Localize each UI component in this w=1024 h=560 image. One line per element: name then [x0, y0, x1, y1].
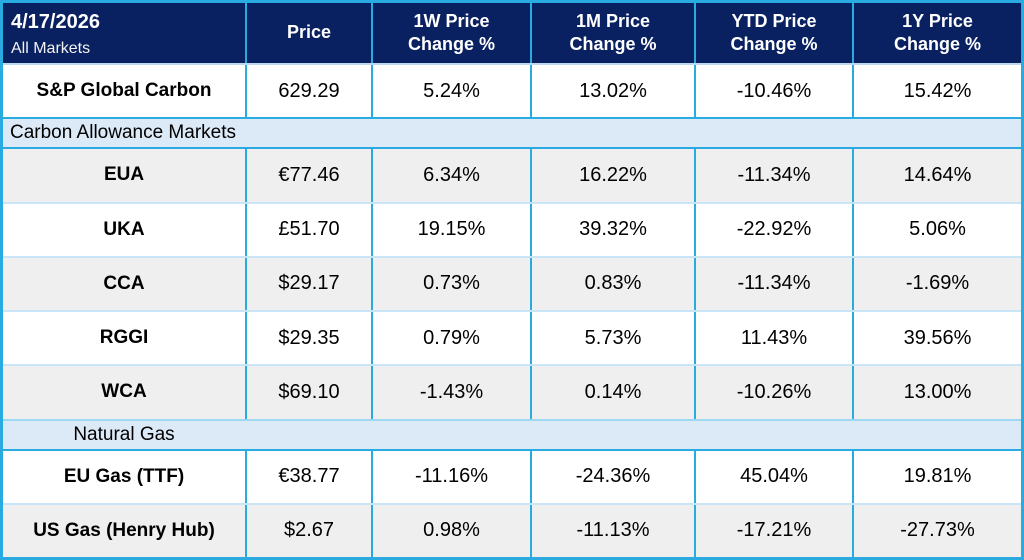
column-header-1y: 1Y Price Change %: [852, 3, 1021, 63]
change-ytd: -17.21%: [694, 504, 852, 557]
change-ytd: -10.26%: [694, 366, 852, 419]
change-1m: -11.13%: [530, 504, 694, 557]
change-ytd: 45.04%: [694, 450, 852, 503]
market-label: US Gas (Henry Hub): [33, 519, 215, 541]
table-row: EU Gas (TTF) €38.77 -11.16% -24.36% 45.0…: [3, 450, 1021, 505]
change-1y: 39.56%: [852, 312, 1021, 365]
change-1m: 39.32%: [530, 203, 694, 256]
price-value: $29.17: [245, 257, 371, 310]
change-1w: 0.73%: [371, 257, 530, 310]
price-value: $29.35: [245, 312, 371, 365]
change-ytd: -10.46%: [694, 65, 852, 118]
market-label: CCA: [103, 272, 145, 294]
section-label: Carbon Allowance Markets: [10, 122, 236, 144]
change-1w: 19.15%: [371, 203, 530, 256]
change-1m: 5.73%: [530, 312, 694, 365]
change-1m: -24.36%: [530, 450, 694, 503]
section-label: Natural Gas: [73, 423, 175, 445]
as-of-date: 4/17/2026: [11, 11, 100, 33]
table-row: RGGI $29.35 0.79% 5.73% 11.43% 39.56%: [3, 312, 1021, 367]
table-row: CCA $29.17 0.73% 0.83% -11.34% -1.69%: [3, 257, 1021, 312]
change-1m: 16.22%: [530, 149, 694, 202]
section-row-natural-gas: Natural Gas: [3, 420, 1021, 451]
change-1m: 0.83%: [530, 257, 694, 310]
change-1w: 0.98%: [371, 504, 530, 557]
change-1y: 19.81%: [852, 450, 1021, 503]
change-ytd: -11.34%: [694, 257, 852, 310]
change-1w: 5.24%: [371, 65, 530, 118]
table-row: EUA €77.46 6.34% 16.22% -11.34% 14.64%: [3, 149, 1021, 204]
market-label: UKA: [103, 218, 145, 240]
price-value: 629.29: [245, 65, 371, 118]
column-header-1m: 1M Price Change %: [530, 3, 694, 63]
market-label: WCA: [101, 381, 147, 403]
change-1y: 15.42%: [852, 65, 1021, 118]
change-1y: 13.00%: [852, 366, 1021, 419]
change-1w: -1.43%: [371, 366, 530, 419]
market-label: S&P Global Carbon: [36, 80, 212, 102]
price-value: $2.67: [245, 504, 371, 557]
table-row: US Gas (Henry Hub) $2.67 0.98% -11.13% -…: [3, 504, 1021, 557]
price-value: $69.10: [245, 366, 371, 419]
table-row: UKA £51.70 19.15% 39.32% -22.92% 5.06%: [3, 203, 1021, 258]
change-1y: 5.06%: [852, 203, 1021, 256]
header-date-cell: 4/17/2026 All Markets: [3, 3, 245, 63]
change-1m: 13.02%: [530, 65, 694, 118]
change-ytd: -11.34%: [694, 149, 852, 202]
column-header-price: Price: [245, 3, 371, 63]
price-value: €38.77: [245, 450, 371, 503]
change-1y: -27.73%: [852, 504, 1021, 557]
change-ytd: 11.43%: [694, 312, 852, 365]
price-value: €77.46: [245, 149, 371, 202]
market-label: RGGI: [99, 327, 149, 349]
table-header-row: 4/17/2026 All Markets Price 1W Price Cha…: [3, 3, 1021, 65]
section-row-carbon-allowance: Carbon Allowance Markets: [3, 119, 1021, 150]
market-label: EU Gas (TTF): [63, 465, 185, 487]
change-ytd: -22.92%: [694, 203, 852, 256]
column-header-1w: 1W Price Change %: [371, 3, 530, 63]
change-1m: 0.14%: [530, 366, 694, 419]
change-1w: 6.34%: [371, 149, 530, 202]
change-1w: 0.79%: [371, 312, 530, 365]
scope-label: All Markets: [11, 39, 91, 57]
change-1y: 14.64%: [852, 149, 1021, 202]
column-header-ytd: YTD Price Change %: [694, 3, 852, 63]
table-row: WCA $69.10 -1.43% 0.14% -10.26% 13.00%: [3, 366, 1021, 421]
change-1w: -11.16%: [371, 450, 530, 503]
market-label: EUA: [103, 164, 145, 186]
table-row: S&P Global Carbon 629.29 5.24% 13.02% -1…: [3, 65, 1021, 120]
price-value: £51.70: [245, 203, 371, 256]
change-1y: -1.69%: [852, 257, 1021, 310]
